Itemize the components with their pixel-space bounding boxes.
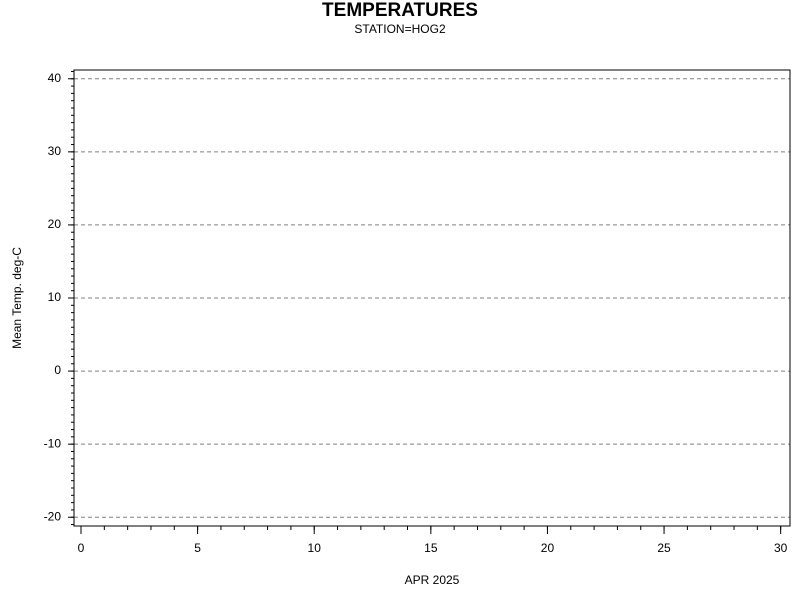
y-tick-label: 20 (48, 217, 62, 231)
x-tick-label: 10 (308, 541, 322, 555)
y-tick-label: -10 (44, 436, 62, 450)
x-tick-label: 20 (541, 541, 555, 555)
y-axis-label: Mean Temp. deg-C (10, 247, 24, 349)
chart-subtitle: STATION=HOG2 (354, 22, 446, 36)
y-tick-label: -20 (44, 509, 62, 523)
y-tick-label: 40 (48, 71, 62, 85)
y-tick-label: 0 (54, 363, 61, 377)
x-tick-label: 30 (774, 541, 788, 555)
x-tick-label: 5 (194, 541, 201, 555)
plot-frame (73, 69, 791, 527)
x-tick-label: 15 (424, 541, 438, 555)
y-tick-label: 10 (48, 290, 62, 304)
y-tick-label: 30 (48, 144, 62, 158)
x-axis-label: APR 2025 (405, 573, 460, 587)
x-tick-label: 25 (657, 541, 671, 555)
x-tick-label: 0 (78, 541, 85, 555)
chart-title: TEMPERATURES (322, 0, 478, 21)
